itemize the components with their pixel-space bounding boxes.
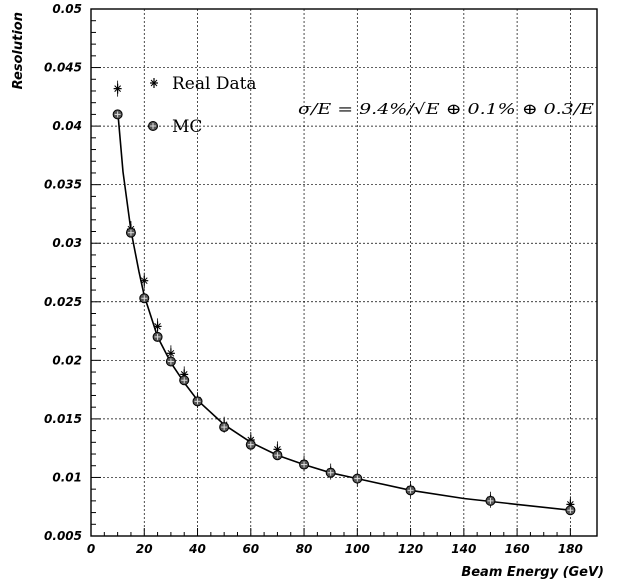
x-tick-label: 80 bbox=[296, 542, 313, 556]
y-tick-label: 0.01 bbox=[52, 470, 82, 484]
mc-point bbox=[112, 109, 123, 120]
y-tick-label: 0.03 bbox=[52, 236, 82, 250]
x-tick-label: 140 bbox=[451, 542, 476, 556]
mc-point bbox=[219, 422, 230, 433]
x-axis-title: Beam Energy (GeV) bbox=[461, 565, 604, 580]
mc-point bbox=[139, 293, 150, 304]
data-points-layer bbox=[112, 80, 576, 516]
mc-point bbox=[152, 331, 163, 342]
mc-point bbox=[299, 459, 310, 470]
x-tick-label: 100 bbox=[345, 542, 370, 556]
y-tick-label: 0.04 bbox=[52, 119, 82, 133]
x-tick-label: 160 bbox=[505, 542, 530, 556]
y-tick-label: 0.005 bbox=[44, 529, 82, 543]
y-tick-label: 0.025 bbox=[44, 295, 82, 309]
fit-curve bbox=[116, 109, 571, 511]
y-tick-label: 0.035 bbox=[44, 178, 82, 192]
y-axis-title: Resolution bbox=[11, 12, 26, 89]
fit-curve-layer bbox=[116, 109, 571, 511]
y-tick-label: 0.02 bbox=[52, 353, 82, 367]
mc-point bbox=[245, 439, 256, 450]
mc-point bbox=[405, 485, 416, 496]
y-tick-label: 0.015 bbox=[44, 412, 82, 426]
x-tick-label: 0 bbox=[87, 542, 95, 556]
mc-point bbox=[325, 467, 336, 478]
mc-point bbox=[352, 473, 363, 484]
legend: Real Data MC bbox=[148, 74, 257, 137]
y-tick-label: 0.05 bbox=[52, 2, 82, 16]
x-tick-label: 180 bbox=[558, 542, 583, 556]
real-data-point bbox=[113, 83, 122, 94]
mc-point bbox=[485, 495, 496, 506]
mc-point bbox=[272, 450, 283, 461]
legend-label-mc: MC bbox=[172, 117, 202, 137]
legend-marker-real-data bbox=[150, 78, 158, 88]
mc-point bbox=[565, 505, 576, 516]
legend-marker-mc bbox=[148, 121, 158, 131]
mc-point bbox=[179, 375, 190, 386]
legend-label-real-data: Real Data bbox=[172, 74, 257, 94]
plot-frame bbox=[90, 8, 598, 537]
x-tick-label: 40 bbox=[188, 542, 206, 556]
mc-point bbox=[165, 356, 176, 367]
resolution-formula-annotation: σ/E = 9.4%/√E ⊕ 0.1% ⊕ 0.3/E bbox=[298, 100, 594, 118]
y-tick-label: 0.045 bbox=[44, 61, 82, 75]
x-tick-label: 60 bbox=[242, 542, 259, 556]
x-tick-label: 120 bbox=[398, 542, 423, 556]
mc-point bbox=[192, 396, 203, 407]
axis-ticks: 0 20 40 60 80 100 120 140 160 180 0.005 0.01 0.015 0.… bbox=[44, 2, 583, 556]
real-data-point bbox=[153, 321, 162, 332]
real-data-point bbox=[140, 275, 149, 286]
grid bbox=[91, 9, 597, 536]
x-tick-label: 20 bbox=[136, 542, 153, 556]
mc-point bbox=[125, 227, 136, 238]
